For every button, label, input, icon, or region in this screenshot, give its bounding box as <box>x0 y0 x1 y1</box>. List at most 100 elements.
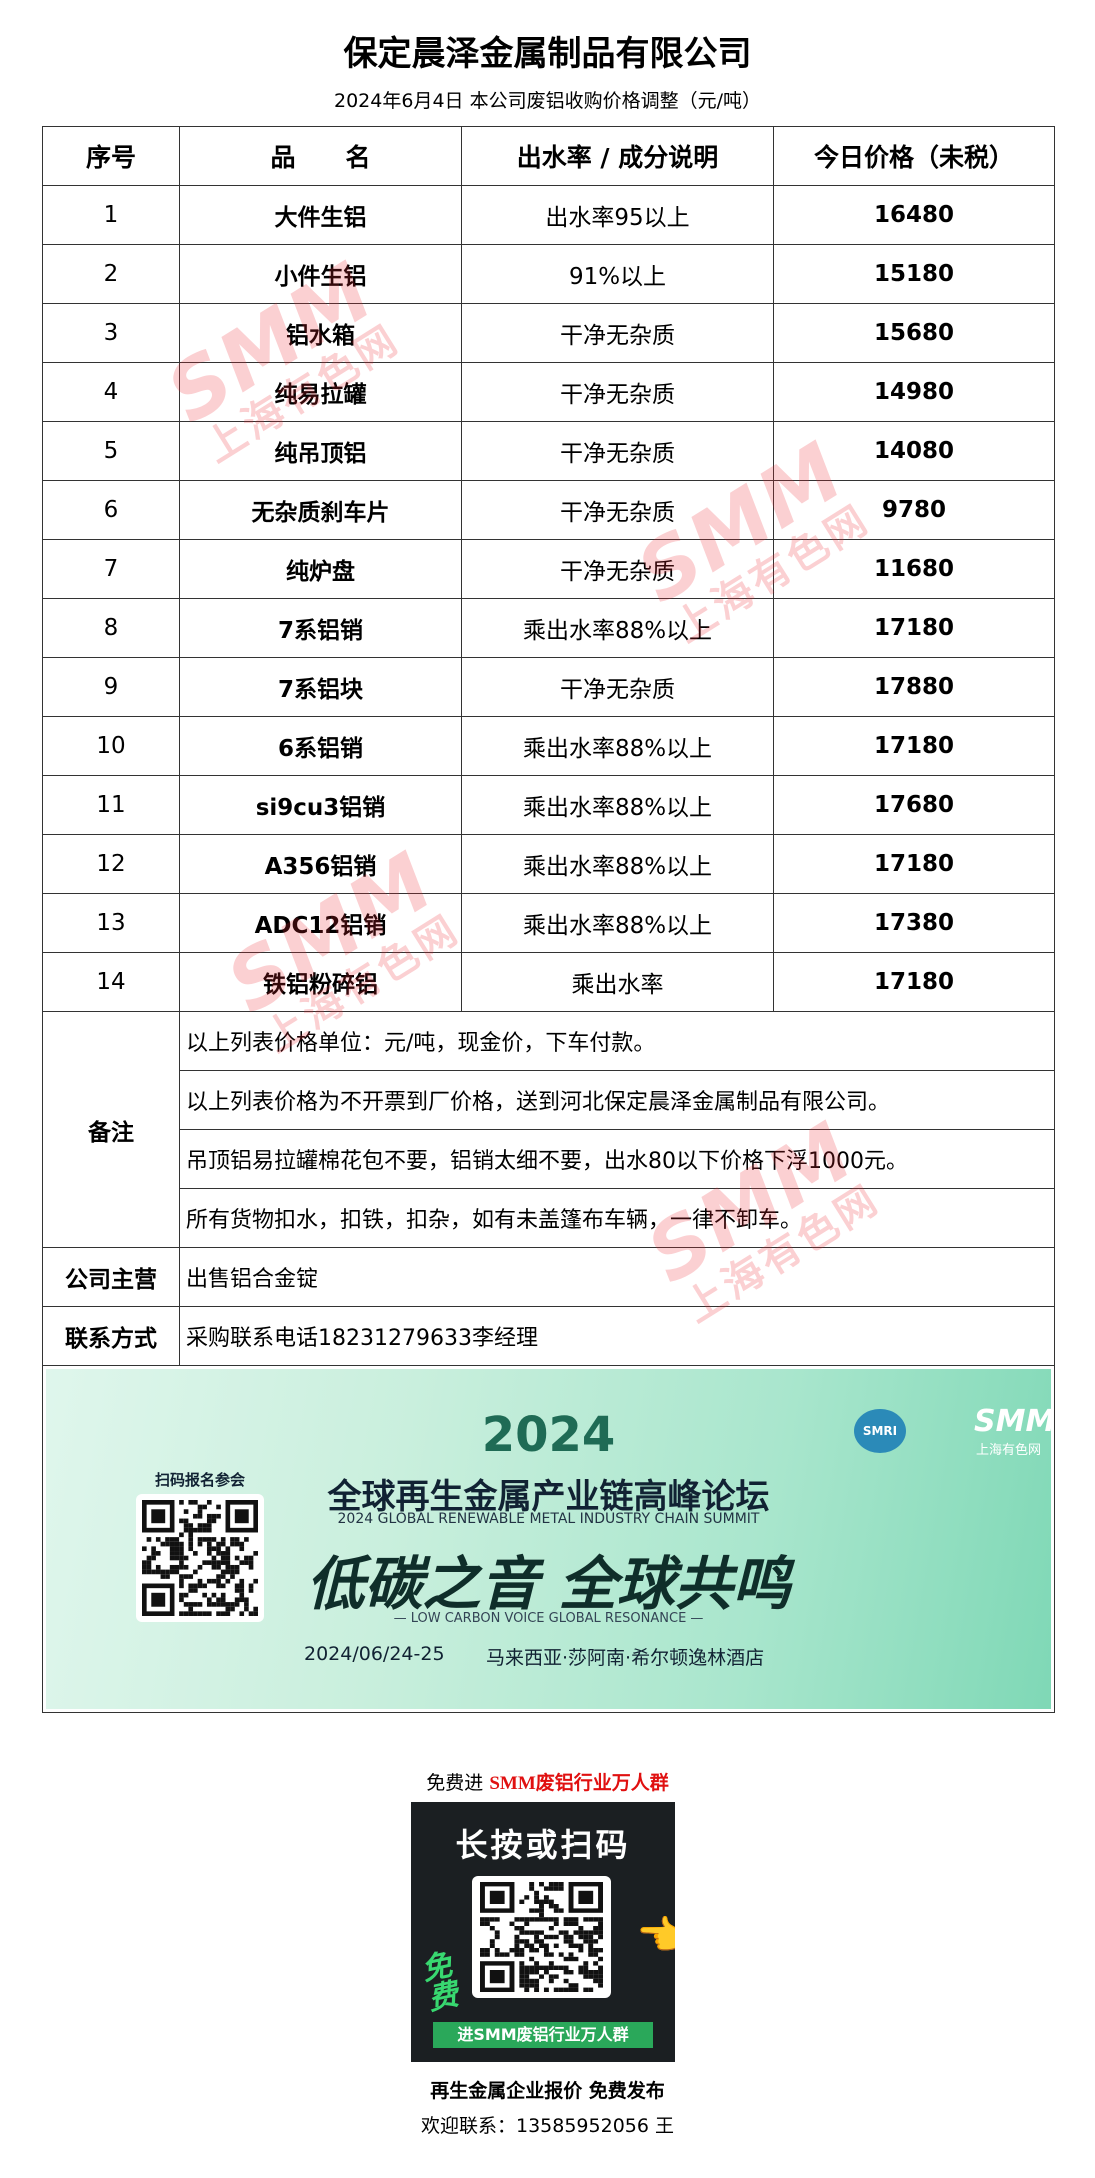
qr-module <box>504 1952 510 1957</box>
cell: 7系铝销 <box>179 598 462 658</box>
qr-module <box>578 1926 584 1931</box>
qr-module <box>563 1978 569 1984</box>
qr-module <box>593 1952 599 1957</box>
qr-module <box>216 1560 221 1565</box>
qr-module <box>188 1611 194 1616</box>
qr-module <box>188 1527 194 1533</box>
qr-module <box>529 1882 535 1887</box>
subtitle: 2024年6月4日 本公司废铝收购价格调整（元/吨） <box>334 90 761 112</box>
qr-module <box>553 1987 559 1992</box>
cell: A356铝销 <box>179 834 462 894</box>
qr-module <box>211 1555 217 1561</box>
qr-module <box>225 1546 231 1552</box>
qr-module <box>568 1952 574 1957</box>
qr-module <box>519 1930 525 1935</box>
table-row: 10 6系铝销 乘出水率88%以上 17180 <box>42 716 1055 776</box>
hand-icon: 👈 <box>636 1913 675 1959</box>
qr-module <box>524 1965 530 1970</box>
qr-module <box>543 1886 549 1891</box>
qr-module <box>543 1917 549 1922</box>
table-row: 1 大件生铝 出水率95以上 16480 <box>42 185 1055 245</box>
qr-module <box>548 1926 554 1931</box>
qr-module <box>183 1555 189 1561</box>
qr-module <box>539 1943 544 1948</box>
qr-module <box>248 1555 254 1561</box>
qr-module <box>193 1583 198 1589</box>
qr-module <box>534 1917 540 1922</box>
qr-module <box>179 1583 184 1589</box>
qr-module <box>484 1948 490 1953</box>
qr-module <box>534 1930 540 1935</box>
banner-title: 全球再生金属产业链高峰论坛 <box>327 1477 770 1517</box>
remark: 吊顶铝易拉罐棉花包不要，铝销太细不要，出水80以下价格下浮1000元。 <box>179 1129 1055 1189</box>
qr-module <box>548 1952 554 1957</box>
qr-module <box>519 1917 525 1922</box>
qr-module <box>548 1886 554 1891</box>
qr-module <box>563 1939 569 1944</box>
qr-frame <box>472 1876 611 1998</box>
qr-module <box>206 1527 212 1533</box>
qr-module <box>519 1939 525 1944</box>
qr-module <box>598 1965 603 1970</box>
qr-module <box>244 1602 249 1607</box>
table-row: 8 7系铝销 乘出水率88%以上 17180 <box>42 598 1055 658</box>
qr-module <box>509 1921 515 1926</box>
qr-module <box>174 1555 180 1561</box>
qr-module <box>593 1978 599 1984</box>
qr-module <box>211 1560 217 1565</box>
qr-module <box>253 1611 258 1616</box>
qr-module <box>529 1983 535 1988</box>
qr-module <box>519 1974 525 1979</box>
qr-module <box>593 1939 599 1944</box>
qr-module <box>553 1943 559 1948</box>
qr-module <box>578 1948 584 1953</box>
remark: 所有货物扣水，扣铁，扣杂，如有未盖篷布车辆，一律不卸车。 <box>179 1188 1055 1248</box>
cell: 干净无杂质 <box>461 657 774 717</box>
qr-module <box>216 1551 221 1556</box>
banner[interactable]: 2024 全球再生金属产业链高峰论坛 2024 GLOBAL RENEWABLE M… <box>46 1369 1051 1709</box>
qr-module <box>248 1583 254 1589</box>
qr-module <box>583 1965 589 1970</box>
qr-module <box>548 1917 554 1922</box>
qr-module <box>563 1921 569 1926</box>
qr-free: 免费 <box>418 1947 462 2018</box>
qr-module <box>206 1560 212 1565</box>
qr-module <box>216 1574 221 1579</box>
qr-module <box>598 1917 603 1922</box>
cell: 乘出水率88%以上 <box>461 775 774 835</box>
qr-module <box>174 1551 180 1556</box>
qr-module <box>206 1602 212 1607</box>
cell: 3 <box>42 303 180 363</box>
qr-module <box>239 1611 245 1616</box>
qr-module <box>234 1588 240 1593</box>
qr-module <box>188 1523 194 1528</box>
qr-module <box>548 1961 554 1966</box>
qr-module <box>509 1948 515 1953</box>
qr-module <box>558 1930 564 1935</box>
qr-module <box>206 1513 212 1519</box>
table-row: 9 7系铝块 干净无杂质 17880 <box>42 657 1055 717</box>
qr-module <box>160 1541 166 1547</box>
qr-module <box>220 1560 226 1565</box>
qr-module <box>529 1965 535 1970</box>
qr-module <box>539 1917 544 1922</box>
qr-module <box>193 1588 198 1593</box>
qr-module <box>519 1952 525 1957</box>
price-table: 序号品 名出水率 / 成分说明 今日价格（未税） 1 大件生铝 出水率95以上 16480… <box>42 126 1055 1713</box>
group-qr-card[interactable]: 长按或扫码 免费 👈 进SMM废铝行业万人群 <box>411 1802 675 2062</box>
cell: 17180 <box>773 834 1055 894</box>
title: 保定晨泽金属制品有限公司 <box>343 34 752 74</box>
qr-module <box>253 1578 258 1584</box>
qr-module <box>514 1952 520 1957</box>
qr-module <box>193 1551 198 1556</box>
qr-module <box>248 1611 254 1616</box>
cell: 干净无杂质 <box>461 421 774 481</box>
qr-module <box>216 1546 221 1552</box>
qr-module <box>578 1930 584 1935</box>
qr-module <box>220 1551 226 1556</box>
qr-module <box>558 1886 564 1891</box>
table-row: 11 si9cu3铝销 乘出水率88%以上 17680 <box>42 775 1055 835</box>
qr-module <box>598 1956 603 1962</box>
column-header: 今日价格（未税） <box>773 126 1055 186</box>
qr-module <box>553 1921 559 1926</box>
